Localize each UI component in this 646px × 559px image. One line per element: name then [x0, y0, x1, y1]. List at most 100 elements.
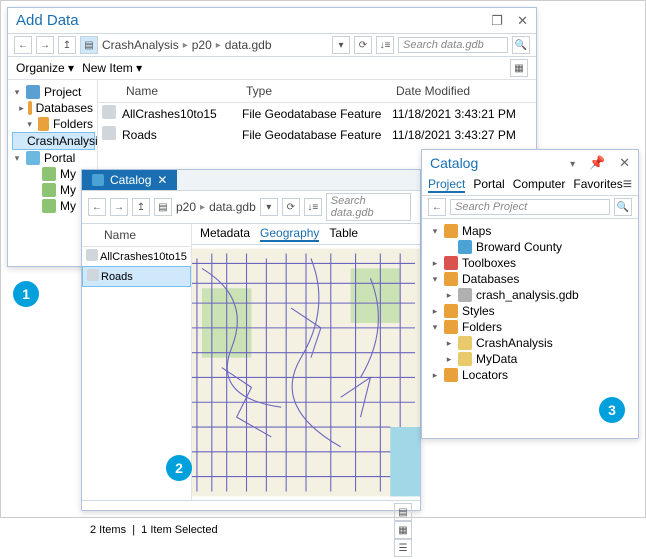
- chevron-icon[interactable]: ▸: [444, 290, 454, 301]
- chevron-icon[interactable]: ▾: [430, 322, 440, 333]
- tree-item-project[interactable]: ▾Project: [10, 84, 95, 100]
- tree-label: Folders: [462, 320, 502, 334]
- folder-icon[interactable]: ▤: [154, 198, 172, 216]
- dropdown-icon[interactable]: ▾: [260, 198, 278, 216]
- tree-item-folders[interactable]: ▾Folders: [10, 116, 95, 132]
- catalog-view-status: 2 Items | 1 Item Selected ▤ ▦ ☰: [82, 500, 420, 559]
- chevron-icon[interactable]: ▾: [430, 274, 440, 285]
- tree-item[interactable]: Broward County: [424, 239, 636, 255]
- col-name[interactable]: Name: [100, 226, 140, 244]
- search-icon[interactable]: 🔍: [512, 36, 530, 54]
- col-type[interactable]: Type: [242, 82, 392, 100]
- search-input[interactable]: Search data.gdb: [398, 37, 508, 53]
- chevron-icon[interactable]: ▸: [444, 354, 454, 365]
- tree-item[interactable]: ▾Maps: [424, 223, 636, 239]
- forward-icon[interactable]: →: [110, 198, 128, 216]
- tree-item-crashanalysis[interactable]: CrashAnalysis: [12, 132, 95, 150]
- tab-geography[interactable]: Geography: [260, 226, 319, 242]
- sort-icon[interactable]: ↓≡: [376, 36, 394, 54]
- search-placeholder: Search Project: [455, 201, 527, 213]
- chevron-icon[interactable]: ▾: [430, 226, 440, 237]
- close-tab-icon[interactable]: ✕: [157, 173, 167, 187]
- catalog-pane-toolbar: ← Search Project 🔍: [422, 195, 638, 219]
- menu-icon[interactable]: ≡: [623, 176, 632, 194]
- tree-label: MyData: [476, 352, 517, 366]
- status-items: 2 Items: [90, 524, 126, 536]
- search-input[interactable]: Search Project: [450, 199, 610, 215]
- folder-icon: [444, 224, 458, 238]
- catalog-pane-tree: ▾MapsBroward County▸Toolboxes▾Databases▸…: [422, 219, 638, 387]
- chevron-icon[interactable]: ▸: [430, 306, 440, 317]
- dropdown-icon[interactable]: ▾: [332, 36, 350, 54]
- tab-favorites[interactable]: Favorites: [573, 177, 622, 193]
- tree-item[interactable]: ▸ crash_analysis.gdb: [424, 287, 636, 303]
- tree-item[interactable]: ▸Styles: [424, 303, 636, 319]
- tree-item[interactable]: ▸ MyData: [424, 351, 636, 367]
- refresh-icon[interactable]: ⟳: [354, 36, 372, 54]
- catalog-view-body: Name AllCrashes10to15 Roads Metadata Geo…: [82, 224, 420, 500]
- catalog-view-tabbar: Catalog ✕: [82, 170, 420, 190]
- search-icon[interactable]: 🔍: [614, 198, 632, 216]
- back-icon[interactable]: ←: [428, 198, 446, 216]
- tree-item[interactable]: ▸CrashAnalysis: [424, 335, 636, 351]
- map-preview[interactable]: [192, 245, 420, 500]
- chevron-icon[interactable]: ▸: [430, 258, 440, 269]
- pin-icon[interactable]: 📌: [589, 155, 605, 170]
- close-icon[interactable]: ✕: [517, 13, 528, 28]
- view-list-icon[interactable]: ▤: [394, 503, 412, 521]
- tab-computer[interactable]: Computer: [513, 177, 566, 193]
- tree-item[interactable]: ▸Locators: [424, 367, 636, 383]
- tab-project[interactable]: Project: [428, 177, 465, 193]
- view-tiles-icon[interactable]: ▦: [394, 521, 412, 539]
- view-columns-icon[interactable]: ☰: [394, 539, 412, 557]
- col-date[interactable]: Date Modified: [392, 82, 532, 100]
- tree-item[interactable]: ▾ Folders: [424, 319, 636, 335]
- breadcrumb[interactable]: CrashAnalysis: [102, 38, 179, 52]
- cell-name: AllCrashes10to15: [118, 105, 238, 123]
- breadcrumb[interactable]: data.gdb: [225, 38, 272, 52]
- tab-table[interactable]: Table: [329, 226, 358, 242]
- folder-icon: [444, 368, 458, 382]
- tree-item[interactable]: ▾ Databases: [424, 271, 636, 287]
- chevron-icon[interactable]: ▸: [430, 370, 440, 381]
- up-icon[interactable]: ↥: [58, 36, 76, 54]
- refresh-icon[interactable]: ⟳: [282, 198, 300, 216]
- tab-metadata[interactable]: Metadata: [200, 226, 250, 242]
- breadcrumb[interactable]: p20: [192, 38, 212, 52]
- view-mode-icon[interactable]: ▦: [510, 59, 528, 77]
- tree-item-portal[interactable]: ▾Portal: [10, 150, 95, 166]
- catalog-view-detail: Metadata Geography Table: [192, 224, 420, 500]
- tab-portal[interactable]: Portal: [473, 177, 504, 193]
- breadcrumb[interactable]: p20: [176, 200, 196, 214]
- catalog-view-toolbar: ← → ↥ ▤ p20 ▸ data.gdb ▾ ⟳ ↓≡ Search dat…: [82, 190, 420, 224]
- cell-date: 11/18/2021 3:43:27 PM: [388, 126, 528, 144]
- cell-name: AllCrashes10to15: [96, 249, 191, 265]
- close-icon[interactable]: ✕: [619, 155, 630, 170]
- tree-label: crash_analysis.gdb: [476, 288, 579, 302]
- tree-item-databases[interactable]: ▸Databases: [10, 100, 95, 116]
- list-item[interactable]: Roads: [82, 266, 191, 287]
- sort-icon[interactable]: ↓≡: [304, 198, 322, 216]
- list-header: Name Type Date Modified: [98, 80, 536, 103]
- folder-icon: [458, 352, 472, 366]
- tree-item[interactable]: ▸Toolboxes: [424, 255, 636, 271]
- list-item[interactable]: AllCrashes10to15 File Geodatabase Featur…: [98, 103, 536, 124]
- back-icon[interactable]: ←: [88, 198, 106, 216]
- col-name[interactable]: Name: [122, 82, 242, 100]
- search-input[interactable]: Search data.gdb: [326, 193, 411, 221]
- breadcrumb[interactable]: data.gdb: [209, 200, 256, 214]
- chevron-right-icon: ▸: [216, 40, 221, 51]
- restore-icon[interactable]: ❐: [491, 13, 503, 28]
- new-item-menu[interactable]: New Item ▾: [82, 61, 142, 75]
- chevron-icon[interactable]: ▸: [444, 338, 454, 349]
- up-icon[interactable]: ↥: [132, 198, 150, 216]
- list-item[interactable]: Roads File Geodatabase Feature 11/18/202…: [98, 124, 536, 145]
- back-icon[interactable]: ←: [14, 36, 32, 54]
- catalog-view-tab[interactable]: Catalog ✕: [82, 170, 177, 190]
- folder-icon[interactable]: ▤: [80, 36, 98, 54]
- organize-menu[interactable]: Organize ▾: [16, 61, 74, 75]
- dropdown-icon[interactable]: ▾: [570, 159, 575, 170]
- tree-label: Databases: [462, 272, 519, 286]
- list-item[interactable]: AllCrashes10to15: [82, 247, 191, 266]
- forward-icon[interactable]: →: [36, 36, 54, 54]
